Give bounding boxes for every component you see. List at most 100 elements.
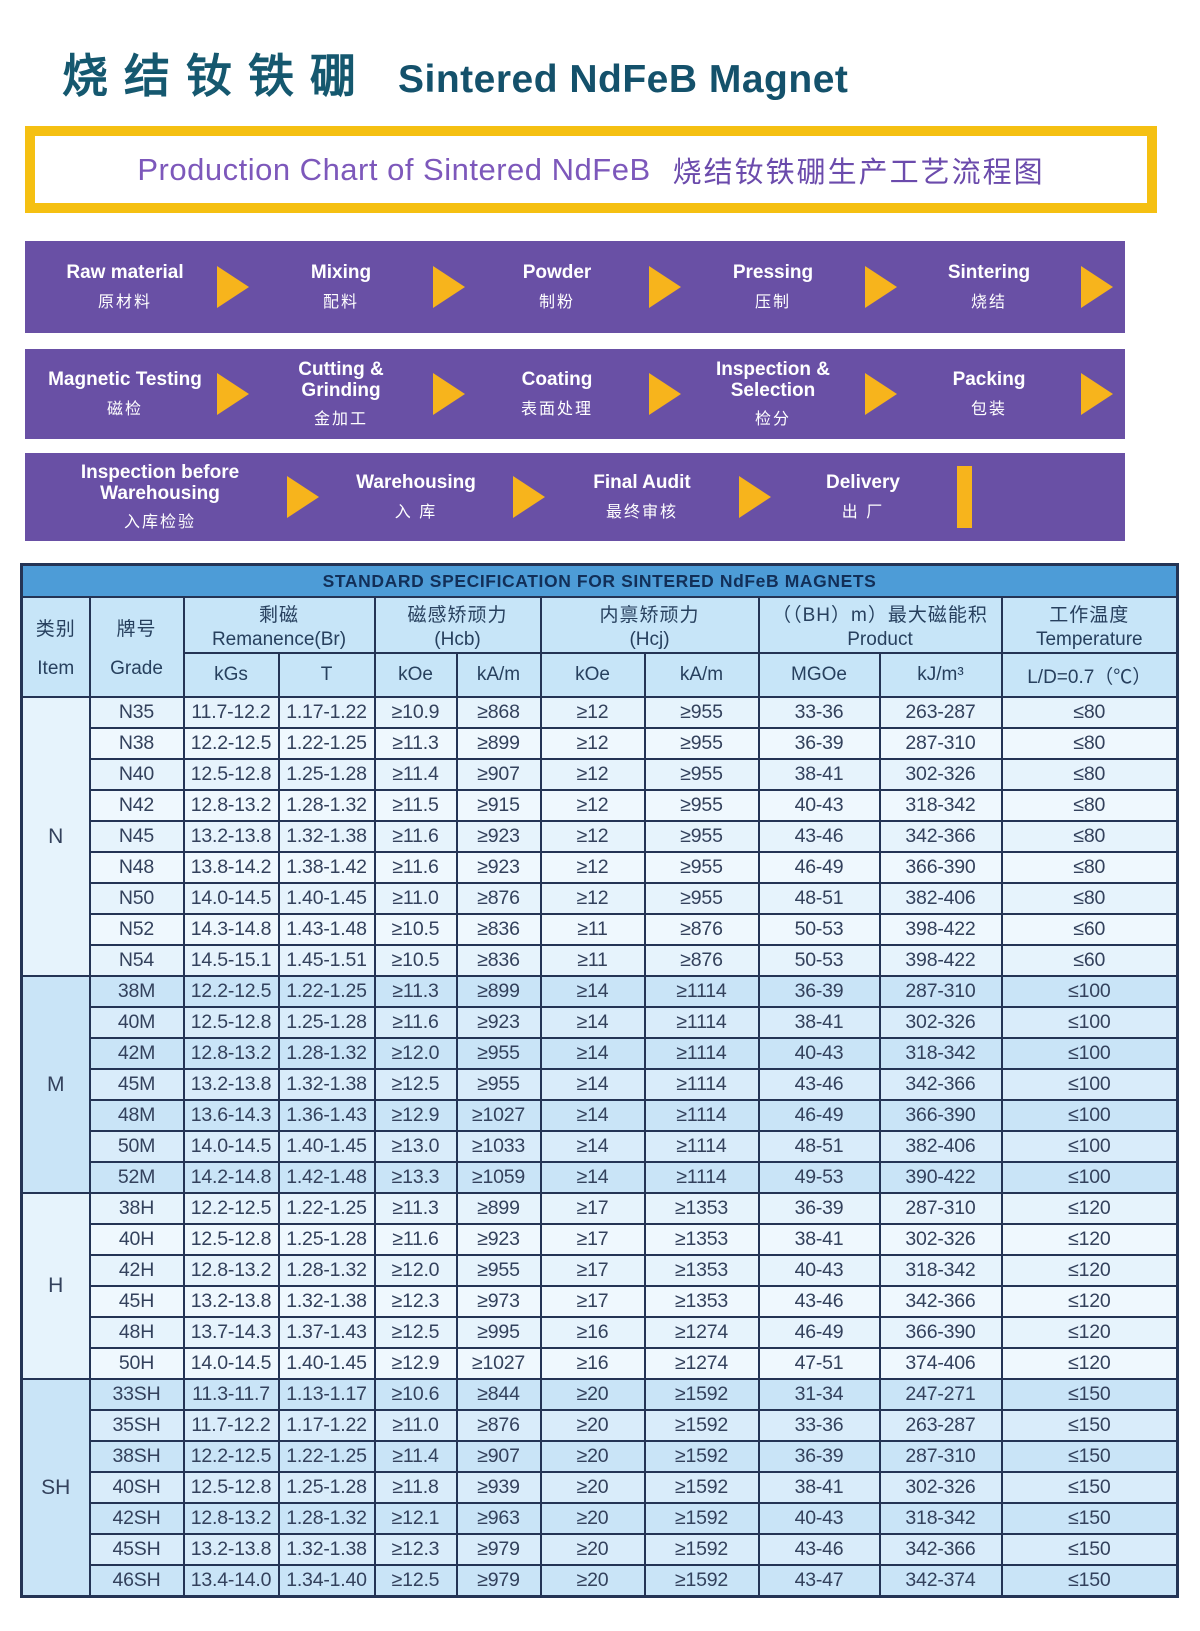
flow-step: Packing 包装 — [909, 369, 1069, 418]
value-cell: ≥10.6 — [373, 1378, 458, 1411]
value-cell: ≥876 — [455, 1409, 542, 1442]
value-cell: ≥14 — [539, 975, 646, 1008]
arrow-right-icon — [1069, 266, 1125, 308]
grade-cell: 42M — [88, 1037, 185, 1070]
col-header-grade-zh: 牌号 — [116, 619, 157, 640]
value-cell: ≥1114 — [643, 1037, 760, 1070]
value-cell: ≥955 — [643, 882, 760, 915]
value-cell: ≤120 — [1000, 1347, 1179, 1380]
value-cell: ≤150 — [1000, 1409, 1179, 1442]
table-row: N42 12.8-13.2 1.28-1.32 ≥11.5 ≥915 ≥12 ≥955 40-… — [22, 789, 1179, 822]
value-cell: 49-53 — [757, 1161, 881, 1194]
grade-cell: 42SH — [88, 1502, 185, 1535]
col-header-hcj-zh: 内禀矫顽力 — [599, 604, 700, 626]
value-cell: 1.32-1.38 — [277, 1533, 376, 1566]
value-cell: 12.8-13.2 — [182, 1037, 280, 1070]
flow-step: Cutting & Grinding 金加工 — [261, 359, 421, 430]
value-cell: ≥20 — [539, 1378, 646, 1411]
arrow-right-icon — [637, 373, 693, 415]
value-cell: ≤100 — [1000, 1161, 1179, 1194]
value-cell: 14.5-15.1 — [182, 944, 280, 977]
value-cell: ≥20 — [539, 1440, 646, 1473]
arrow-right-icon — [275, 476, 331, 518]
value-cell: ≥963 — [455, 1502, 542, 1535]
value-cell: 302-326 — [878, 1006, 1003, 1039]
table-row: N45 13.2-13.8 1.32-1.38 ≥11.6 ≥923 ≥12 ≥955 43-… — [22, 820, 1179, 853]
flow-step: Sintering 烧结 — [909, 262, 1069, 311]
value-cell: ≥876 — [643, 913, 760, 946]
value-cell: ≥899 — [455, 975, 542, 1008]
table-row: 42M 12.8-13.2 1.28-1.32 ≥12.0 ≥955 ≥14 ≥1114 40… — [22, 1037, 1179, 1070]
value-cell: ≥14 — [539, 1099, 646, 1132]
grade-cell: 42H — [88, 1254, 185, 1287]
value-cell: ≥11 — [539, 913, 646, 946]
unit-header-mgoe: MGOe — [757, 652, 881, 698]
value-cell: ≥11.0 — [373, 1409, 458, 1442]
value-cell: ≥11.6 — [373, 820, 458, 853]
table-row: 38SH 12.2-12.5 1.22-1.25 ≥11.4 ≥907 ≥20 ≥1592 3… — [22, 1440, 1179, 1473]
col-header-grade-en: Grade — [110, 658, 163, 679]
value-cell: 366-390 — [878, 851, 1003, 884]
grade-cell: 38SH — [88, 1440, 185, 1473]
value-cell: ≥11.6 — [373, 1223, 458, 1256]
value-cell: 12.5-12.8 — [182, 758, 280, 791]
grade-cell: 38H — [88, 1192, 185, 1225]
unit-header-t: T — [277, 652, 376, 698]
flow-step-label-en: Sintering — [947, 262, 1031, 284]
flow-step: Inspection & Selection 检分 — [693, 359, 853, 430]
value-cell: ≥876 — [455, 882, 542, 915]
flow-step-label-zh: 制粉 — [538, 293, 575, 311]
flow-step-label-en: Raw material — [66, 262, 184, 284]
grade-cell: 48M — [88, 1099, 185, 1132]
table-row: 52M 14.2-14.8 1.42-1.48 ≥13.3 ≥1059 ≥14 ≥1114 4… — [22, 1161, 1179, 1194]
banner-title-zh: 烧结钕铁硼生产工艺流程图 — [672, 156, 1045, 189]
flow-step-label-en: Pressing — [732, 262, 814, 284]
value-cell: 342-366 — [878, 820, 1003, 853]
col-header-remanence-zh: 剩磁 — [258, 604, 299, 626]
value-cell: 1.17-1.22 — [277, 1409, 376, 1442]
value-cell: ≥10.5 — [373, 913, 458, 946]
value-cell: ≤150 — [1000, 1533, 1179, 1566]
value-cell: 46-49 — [757, 851, 881, 884]
value-cell: 12.2-12.5 — [182, 1440, 280, 1473]
value-cell: ≥12.0 — [373, 1037, 458, 1070]
value-cell: 342-366 — [878, 1285, 1003, 1318]
unit-header-ld: L/D=0.7（℃） — [1000, 652, 1179, 698]
value-cell: ≥12.1 — [373, 1502, 458, 1535]
value-cell: 366-390 — [878, 1099, 1003, 1132]
value-cell: ≤80 — [1000, 789, 1179, 822]
col-header-item-en: Item — [37, 658, 75, 679]
table-row: N50 14.0-14.5 1.40-1.45 ≥11.0 ≥876 ≥12 ≥955 48-… — [22, 882, 1179, 915]
value-cell: ≥11.6 — [373, 1006, 458, 1039]
value-cell: 342-366 — [878, 1533, 1003, 1566]
flow-step-label-zh: 金加工 — [313, 411, 368, 429]
value-cell: 1.28-1.32 — [277, 1502, 376, 1535]
value-cell: 12.5-12.8 — [182, 1223, 280, 1256]
table-row: 50M 14.0-14.5 1.40-1.45 ≥13.0 ≥1033 ≥14 ≥1114 4… — [22, 1130, 1179, 1163]
table-row: 45M 13.2-13.8 1.32-1.38 ≥12.5 ≥955 ≥14 ≥1114 43… — [22, 1068, 1179, 1101]
arrow-right-icon — [421, 373, 477, 415]
value-cell: ≥12.9 — [373, 1099, 458, 1132]
value-cell: ≥1592 — [643, 1564, 760, 1598]
value-cell: ≥20 — [539, 1533, 646, 1566]
grade-cell: 38M — [88, 975, 185, 1008]
value-cell: 13.2-13.8 — [182, 820, 280, 853]
col-header-hcb-en: (Hcb) — [434, 628, 481, 650]
item-group-cell: N — [20, 696, 91, 977]
value-cell: 46-49 — [757, 1316, 881, 1349]
value-cell: 11.7-12.2 — [182, 696, 280, 729]
value-cell: 36-39 — [757, 1440, 881, 1473]
value-cell: ≤80 — [1000, 758, 1179, 791]
grade-cell: 50M — [88, 1130, 185, 1163]
value-cell: ≥899 — [455, 727, 542, 760]
value-cell: ≥12 — [539, 758, 646, 791]
value-cell: 374-406 — [878, 1347, 1003, 1380]
arrow-right-icon — [501, 476, 557, 518]
value-cell: 43-46 — [757, 1285, 881, 1318]
value-cell: ≥12 — [539, 696, 646, 729]
value-cell: 40-43 — [757, 1254, 881, 1287]
value-cell: 14.0-14.5 — [182, 1347, 280, 1380]
value-cell: 14.0-14.5 — [182, 882, 280, 915]
flow-step-label-zh: 出 厂 — [841, 503, 885, 521]
value-cell: ≥923 — [455, 1223, 542, 1256]
